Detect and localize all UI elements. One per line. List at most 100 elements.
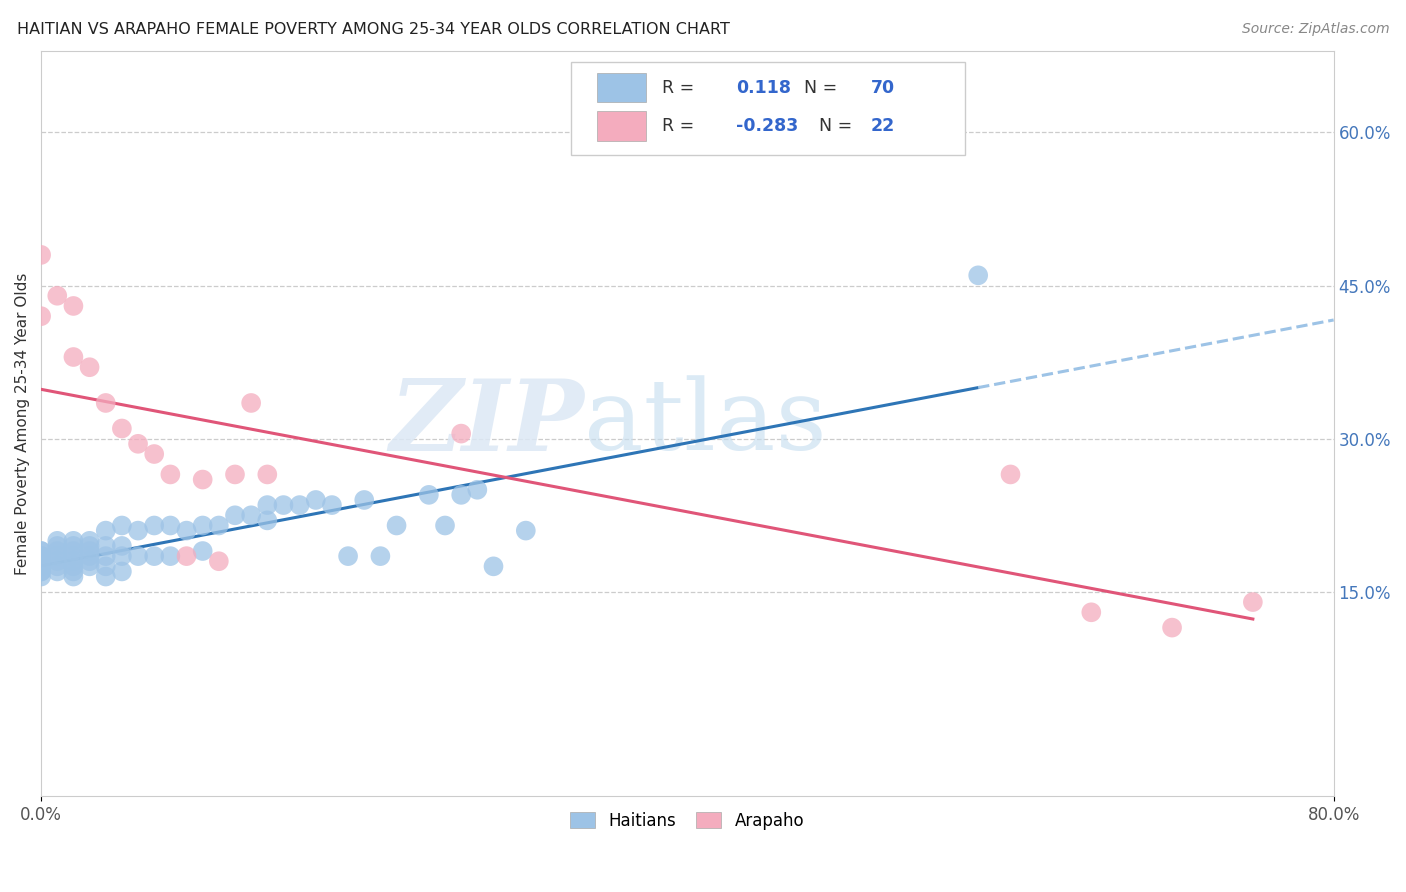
Point	[191, 544, 214, 558]
Point	[62, 544, 84, 558]
Point	[127, 437, 149, 451]
Text: N =: N =	[820, 117, 852, 135]
FancyBboxPatch shape	[598, 112, 645, 141]
Point	[1161, 621, 1184, 635]
Point	[62, 554, 84, 568]
Point	[46, 554, 69, 568]
Point	[79, 539, 101, 553]
Text: atlas: atlas	[583, 376, 827, 471]
Point	[467, 483, 489, 497]
Point	[46, 559, 69, 574]
Point	[111, 549, 134, 563]
Point	[30, 549, 52, 563]
Point	[176, 549, 198, 563]
Point	[30, 559, 52, 574]
Point	[79, 559, 101, 574]
Point	[256, 498, 278, 512]
Point	[62, 539, 84, 553]
Point	[305, 493, 328, 508]
Point	[418, 488, 440, 502]
Point	[30, 309, 52, 323]
Text: N =: N =	[804, 78, 837, 96]
Text: 70: 70	[870, 78, 896, 96]
Point	[79, 533, 101, 548]
Point	[143, 549, 166, 563]
Point	[46, 565, 69, 579]
Point	[321, 498, 343, 512]
Point	[111, 539, 134, 553]
Point	[62, 559, 84, 574]
Point	[240, 396, 263, 410]
Text: ZIP: ZIP	[389, 376, 583, 472]
Point	[127, 524, 149, 538]
Text: -0.283: -0.283	[737, 117, 799, 135]
Point	[30, 565, 52, 579]
Point	[127, 549, 149, 563]
Point	[111, 421, 134, 435]
Legend: Haitians, Arapaho: Haitians, Arapaho	[564, 805, 811, 836]
Text: R =: R =	[662, 117, 693, 135]
Point	[30, 544, 52, 558]
Point	[143, 447, 166, 461]
Point	[62, 350, 84, 364]
Point	[1241, 595, 1264, 609]
Point	[159, 518, 181, 533]
Point	[1080, 605, 1102, 619]
Point	[191, 473, 214, 487]
Point	[94, 539, 117, 553]
FancyBboxPatch shape	[598, 72, 645, 103]
Point	[30, 559, 52, 574]
Point	[79, 554, 101, 568]
Point	[46, 544, 69, 558]
Point	[482, 559, 505, 574]
Point	[1000, 467, 1022, 482]
Point	[159, 467, 181, 482]
Point	[176, 524, 198, 538]
Text: Source: ZipAtlas.com: Source: ZipAtlas.com	[1241, 22, 1389, 37]
Point	[30, 549, 52, 563]
Point	[30, 248, 52, 262]
Point	[273, 498, 295, 512]
Point	[434, 518, 457, 533]
Text: R =: R =	[662, 78, 693, 96]
Point	[515, 524, 537, 538]
Text: 22: 22	[870, 117, 896, 135]
Point	[46, 539, 69, 553]
Point	[337, 549, 360, 563]
Y-axis label: Female Poverty Among 25-34 Year Olds: Female Poverty Among 25-34 Year Olds	[15, 272, 30, 574]
Point	[240, 508, 263, 523]
Point	[30, 569, 52, 583]
Text: HAITIAN VS ARAPAHO FEMALE POVERTY AMONG 25-34 YEAR OLDS CORRELATION CHART: HAITIAN VS ARAPAHO FEMALE POVERTY AMONG …	[17, 22, 730, 37]
Point	[62, 299, 84, 313]
Point	[159, 549, 181, 563]
Point	[62, 549, 84, 563]
Point	[46, 549, 69, 563]
Point	[256, 467, 278, 482]
Point	[143, 518, 166, 533]
Point	[79, 549, 101, 563]
Point	[353, 493, 375, 508]
Point	[30, 554, 52, 568]
Point	[62, 565, 84, 579]
Point	[111, 565, 134, 579]
Point	[94, 569, 117, 583]
Point	[967, 268, 990, 283]
Point	[94, 559, 117, 574]
Point	[30, 565, 52, 579]
Point	[30, 544, 52, 558]
Point	[224, 508, 246, 523]
Point	[208, 518, 231, 533]
Point	[450, 488, 472, 502]
Point	[224, 467, 246, 482]
Point	[46, 533, 69, 548]
Point	[111, 518, 134, 533]
Point	[94, 549, 117, 563]
Point	[79, 544, 101, 558]
Point	[208, 554, 231, 568]
Point	[385, 518, 408, 533]
FancyBboxPatch shape	[571, 62, 966, 155]
Point	[94, 524, 117, 538]
Point	[288, 498, 311, 512]
Point	[191, 518, 214, 533]
Point	[256, 513, 278, 527]
